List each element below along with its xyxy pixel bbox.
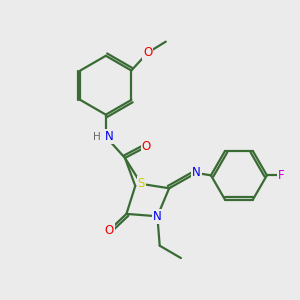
Text: N: N <box>153 210 162 223</box>
Text: O: O <box>143 46 152 59</box>
Text: N: N <box>104 130 113 143</box>
Text: O: O <box>105 224 114 237</box>
Text: H: H <box>93 132 101 142</box>
Text: F: F <box>278 169 285 182</box>
Text: O: O <box>142 140 151 153</box>
Text: N: N <box>192 167 201 179</box>
Text: S: S <box>137 177 145 190</box>
